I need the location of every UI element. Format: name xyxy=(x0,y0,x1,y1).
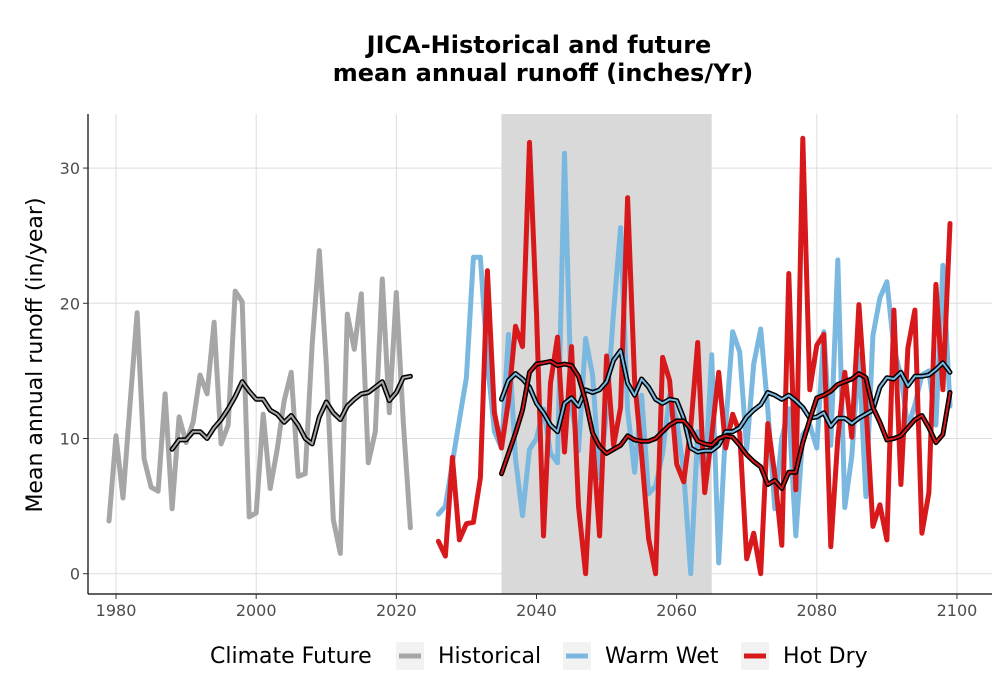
y-tick-label: 30 xyxy=(60,159,80,178)
x-tick-label: 2080 xyxy=(796,601,837,620)
x-tick-label: 2000 xyxy=(236,601,277,620)
y-axis-title: Mean annual runoff (in/year) xyxy=(23,197,48,512)
legend: Climate Future Historical Warm Wet Hot Dry xyxy=(210,642,868,670)
x-tick-label: 1980 xyxy=(96,601,137,620)
x-tick-label: 2040 xyxy=(516,601,557,620)
series-line-historical xyxy=(106,248,413,556)
x-tick-label: 2100 xyxy=(937,601,978,620)
legend-label-hot-dry: Hot Dry xyxy=(783,644,868,669)
series-line-hot-dry xyxy=(435,135,953,577)
legend-label-warm-wet: Warm Wet xyxy=(605,644,719,669)
x-tick-label: 2020 xyxy=(376,601,417,620)
smoothed-line xyxy=(171,375,412,451)
series-line-warm-wet xyxy=(435,150,953,577)
y-tick-label: 10 xyxy=(60,430,80,449)
y-tick-label: 20 xyxy=(60,294,80,313)
smoothed-line xyxy=(500,349,951,453)
series-lines xyxy=(106,135,953,577)
y-tick-label: 0 xyxy=(70,565,80,584)
axes: 0 10 20 30 1980 2000 2020 2040 2060 2080 2100 xyxy=(60,114,992,620)
smoothed-line xyxy=(500,360,951,490)
legend-label-historical: Historical xyxy=(438,644,541,669)
x-tick-label: 2060 xyxy=(656,601,697,620)
chart-title-line-2: mean annual runoff (inches/Yr) xyxy=(333,59,754,87)
chart-title-line-1: JICA-Historical and future xyxy=(365,31,712,59)
legend-title: Climate Future xyxy=(210,644,372,669)
